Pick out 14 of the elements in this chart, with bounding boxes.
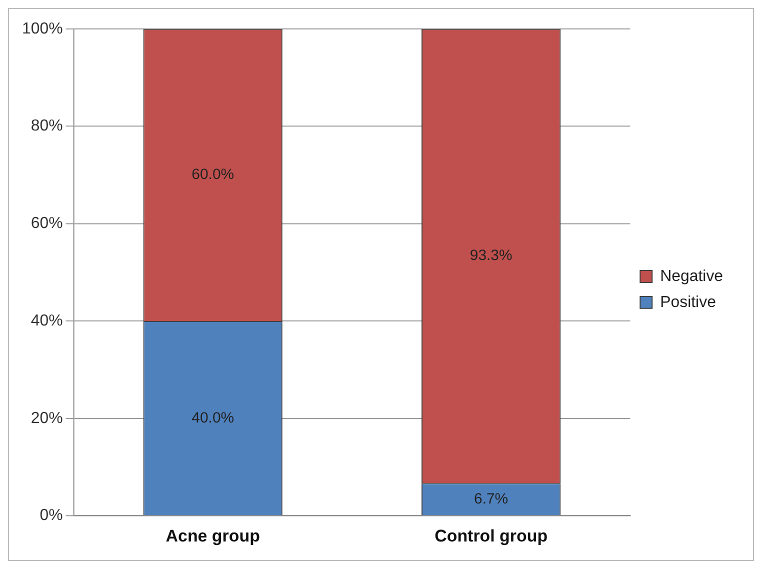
y-tick-label: 40% [30,312,63,330]
data-label: 40.0% [192,409,234,426]
y-tick-label: 60% [30,215,63,232]
x-tick-label: Acne group [166,526,260,546]
legend-label: Positive [660,294,716,311]
y-tick-label: 0% [40,507,63,524]
y-tick-label: 80% [30,118,63,135]
legend-label: Negative [660,268,724,285]
data-label: 6.7% [474,490,508,508]
data-label: 93.3% [470,247,512,264]
y-tick-label: 100% [22,20,63,38]
y-tick-label: 20% [30,410,63,427]
data-label: 60.0% [192,166,234,184]
x-tick-label: Control group [434,526,548,546]
